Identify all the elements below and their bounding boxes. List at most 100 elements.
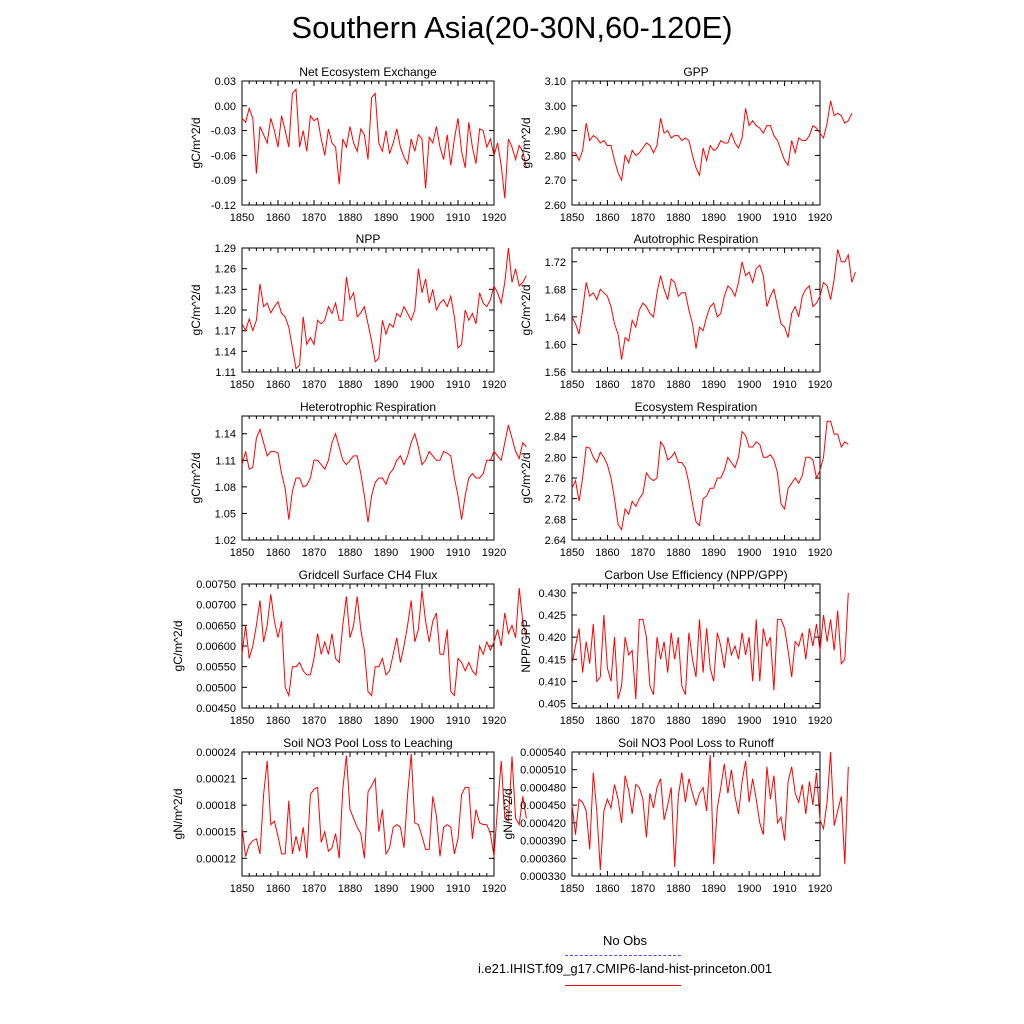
plot-frame	[241, 80, 495, 206]
y-tick-label: 1.08	[215, 482, 236, 494]
y-tick-label: 1.56	[545, 367, 566, 379]
y-tick-label: 2.64	[545, 535, 566, 547]
plot-frame	[571, 583, 821, 709]
x-tick-label: 1900	[737, 715, 761, 727]
y-tick-label: 0.000480	[520, 782, 566, 794]
y-tick-label: 1.05	[215, 508, 236, 520]
series-line	[241, 753, 527, 859]
y-tick-label: 2.70	[545, 175, 566, 187]
y-axis-label: gC/m^2/d	[189, 285, 203, 336]
x-tick-label: 1860	[595, 715, 619, 727]
panel-title: Soil NO3 Pool Loss to Leaching	[283, 736, 452, 750]
series-line	[241, 588, 527, 698]
y-axis-label: gC/m^2/d	[519, 453, 533, 504]
x-tick-label: 1920	[808, 547, 832, 559]
y-tick-label: 2.68	[545, 514, 566, 526]
x-tick-label: 1890	[701, 883, 725, 895]
y-tick-label: 0.00	[215, 101, 236, 113]
chart-panel-8: Carbon Use Efficiency (NPP/GPP) NPP/GPP 18…	[519, 568, 849, 727]
series-line	[241, 247, 527, 370]
panel-title: Carbon Use Efficiency (NPP/GPP)	[604, 568, 787, 582]
y-tick-label: 0.000540	[520, 747, 566, 759]
panel-title: Gridcell Surface CH4 Flux	[299, 568, 438, 582]
y-tick-label: 2.72	[545, 494, 566, 506]
y-tick-label: 1.60	[545, 339, 566, 351]
panel-title: Net Ecosystem Exchange	[299, 65, 437, 79]
chart-panel-6: Ecosystem Respiration gC/m^2/d 1850 1860 187…	[519, 400, 849, 559]
x-tick-label: 1900	[737, 547, 761, 559]
y-tick-label: -0.06	[211, 150, 236, 162]
x-tick-label: 1860	[266, 379, 290, 391]
y-tick-label: 0.00018	[196, 800, 236, 812]
x-tick-label: 1870	[302, 212, 326, 224]
chart-panel-9: Soil NO3 Pool Loss to Leaching gN/m^2/d 18…	[171, 736, 527, 895]
legend-case-label: i.e21.IHIST.f09_g17.CMIP6-land-hist-prin…	[477, 961, 773, 976]
y-axis-label: NPP/GPP	[519, 619, 533, 672]
x-tick-label: 1870	[302, 715, 326, 727]
x-tick-label: 1900	[410, 715, 434, 727]
y-axis-label: gN/m^2/d	[171, 789, 185, 840]
x-tick-label: 1920	[482, 547, 506, 559]
x-tick-label: 1850	[230, 212, 254, 224]
x-tick-label: 1920	[808, 212, 832, 224]
y-tick-label: 2.80	[545, 150, 566, 162]
x-tick-label: 1910	[772, 883, 796, 895]
x-tick-label: 1850	[230, 547, 254, 559]
y-tick-label: 0.00450	[196, 703, 236, 715]
y-tick-label: 2.60	[545, 200, 566, 212]
y-axis-label: gC/m^2/d	[519, 285, 533, 336]
y-tick-label: 0.00015	[196, 827, 236, 839]
chart-panel-10: Soil NO3 Pool Loss to Runoff gN/m^2/d 1850…	[501, 736, 849, 895]
chart-panel-4: Autotrophic Respiration gC/m^2/d 1850 1860 1…	[519, 232, 856, 391]
chart-panel-5: Heterotrophic Respiration gC/m^2/d 1850 186…	[189, 400, 527, 559]
x-tick-label: 1880	[666, 547, 690, 559]
chart-panel-1: Net Ecosystem Exchange gC/m^2/d 1850 1860 18…	[189, 65, 527, 224]
chart-panel-7: Gridcell Surface CH4 Flux gC/m^2/d 1850 186…	[171, 568, 527, 727]
chart-panel-2: GPP gC/m^2/d 1850 1860 1870 1880 1890 1900 1910 1…	[519, 65, 853, 224]
x-tick-label: 1860	[266, 883, 290, 895]
x-tick-label: 1880	[338, 379, 362, 391]
y-tick-label: 3.00	[545, 101, 566, 113]
x-tick-label: 1890	[374, 547, 398, 559]
y-tick-label: 0.00650	[196, 620, 236, 632]
x-tick-label: 1850	[560, 547, 584, 559]
x-tick-label: 1880	[338, 883, 362, 895]
chart-panel-3: NPP gC/m^2/d 1850 1860 1870 1880 1890 1900 1910 1…	[189, 232, 527, 391]
y-tick-label: 1.26	[215, 264, 236, 276]
x-tick-label: 1920	[482, 883, 506, 895]
y-tick-label: 0.000510	[520, 765, 566, 777]
series-line	[571, 592, 849, 700]
panel-title: NPP	[356, 232, 381, 246]
legend-obs-label: No Obs	[602, 933, 648, 948]
y-axis-label: gC/m^2/d	[189, 118, 203, 169]
x-tick-label: 1900	[410, 212, 434, 224]
x-tick-label: 1910	[446, 212, 470, 224]
series-line	[572, 100, 853, 182]
x-tick-label: 1900	[737, 883, 761, 895]
y-tick-label: 0.405	[538, 699, 566, 711]
x-tick-label: 1880	[666, 212, 690, 224]
legend-case-line	[565, 985, 681, 986]
x-tick-label: 1850	[230, 883, 254, 895]
x-tick-label: 1870	[631, 883, 655, 895]
y-tick-label: 1.11	[215, 455, 236, 467]
plot-frame	[571, 80, 821, 206]
x-tick-label: 1860	[266, 212, 290, 224]
y-tick-label: 0.000420	[520, 818, 566, 830]
y-tick-label: 0.00500	[196, 682, 236, 694]
plot-frame	[241, 415, 495, 541]
y-tick-label: 0.00600	[196, 641, 236, 653]
y-tick-label: 1.14	[215, 346, 236, 358]
x-tick-label: 1870	[631, 379, 655, 391]
page-title: Southern Asia(20-30N,60-120E)	[291, 10, 733, 45]
y-axis-label: gN/m^2/d	[501, 789, 515, 840]
x-tick-label: 1900	[410, 547, 434, 559]
y-tick-label: 3.10	[545, 76, 566, 88]
y-tick-label: 0.000390	[520, 836, 566, 848]
series-line	[241, 88, 527, 199]
y-tick-label: 0.410	[538, 676, 566, 688]
x-tick-label: 1900	[737, 379, 761, 391]
plot-frame	[571, 247, 821, 373]
y-tick-label: 0.00024	[196, 747, 236, 759]
